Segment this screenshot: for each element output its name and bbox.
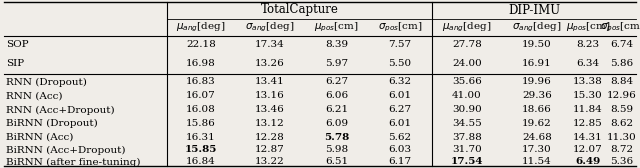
Text: 6.51: 6.51 [325,158,348,166]
Text: 41.00: 41.00 [452,92,482,100]
Text: 14.31: 14.31 [573,133,603,141]
Text: 15.85: 15.85 [185,145,217,155]
Text: 19.96: 19.96 [522,77,552,87]
Text: 16.83: 16.83 [186,77,216,87]
Text: 11.30: 11.30 [607,133,637,141]
Text: 34.55: 34.55 [452,118,482,128]
Text: 13.46: 13.46 [255,106,285,115]
Text: 16.07: 16.07 [186,92,216,100]
Text: 8.72: 8.72 [611,145,634,155]
Text: 6.21: 6.21 [325,106,348,115]
Text: 13.26: 13.26 [255,58,285,68]
Text: 22.18: 22.18 [186,40,216,50]
Text: 5.36: 5.36 [611,158,634,166]
Text: 6.06: 6.06 [325,92,348,100]
Text: 5.98: 5.98 [325,145,348,155]
Text: $\sigma_{pos}$[cm]: $\sigma_{pos}$[cm] [378,20,422,34]
Text: 12.96: 12.96 [607,92,637,100]
Text: 37.88: 37.88 [452,133,482,141]
Text: $\mu_{pos}$[cm]: $\mu_{pos}$[cm] [314,20,359,34]
Text: 8.84: 8.84 [611,77,634,87]
Text: TotalCapture: TotalCapture [260,4,339,16]
Text: 16.08: 16.08 [186,106,216,115]
Text: 18.66: 18.66 [522,106,552,115]
Text: 6.32: 6.32 [388,77,412,87]
Text: 8.23: 8.23 [577,40,600,50]
Text: 12.28: 12.28 [255,133,285,141]
Text: 19.62: 19.62 [522,118,552,128]
Text: 17.34: 17.34 [255,40,285,50]
Text: 5.78: 5.78 [324,133,349,141]
Text: RNN (Dropout): RNN (Dropout) [6,77,87,87]
Text: 16.84: 16.84 [186,158,216,166]
Text: SIP: SIP [6,58,24,68]
Text: $\sigma_{ang}$[deg]: $\sigma_{ang}$[deg] [245,20,294,34]
Text: 16.98: 16.98 [186,58,216,68]
Text: 6.27: 6.27 [388,106,412,115]
Text: 31.70: 31.70 [452,145,482,155]
Text: 12.85: 12.85 [573,118,603,128]
Text: 6.74: 6.74 [611,40,634,50]
Text: 13.22: 13.22 [255,158,285,166]
Text: 6.09: 6.09 [325,118,348,128]
Text: 13.41: 13.41 [255,77,285,87]
Text: 35.66: 35.66 [452,77,482,87]
Text: SOP: SOP [6,40,29,50]
Text: BiRNN (Acc): BiRNN (Acc) [6,133,74,141]
Text: BiRNN (after fine-tuning): BiRNN (after fine-tuning) [6,157,141,166]
Text: 24.68: 24.68 [522,133,552,141]
Text: 5.97: 5.97 [325,58,348,68]
Text: 17.30: 17.30 [522,145,552,155]
Text: $\sigma_{pos}$[cm]: $\sigma_{pos}$[cm] [600,20,640,34]
Text: 5.50: 5.50 [388,58,412,68]
Text: 27.78: 27.78 [452,40,482,50]
Text: 17.54: 17.54 [451,158,483,166]
Text: 6.01: 6.01 [388,118,412,128]
Text: 15.86: 15.86 [186,118,216,128]
Text: 30.90: 30.90 [452,106,482,115]
Text: 15.30: 15.30 [573,92,603,100]
Text: 19.50: 19.50 [522,40,552,50]
Text: RNN (Acc+Dropout): RNN (Acc+Dropout) [6,106,115,115]
Text: $\mu_{ang}$[deg]: $\mu_{ang}$[deg] [442,20,492,34]
Text: $\mu_{pos}$[cm]: $\mu_{pos}$[cm] [566,20,611,34]
Text: 8.39: 8.39 [325,40,348,50]
Text: 24.00: 24.00 [452,58,482,68]
Text: 6.49: 6.49 [575,158,600,166]
Text: 5.62: 5.62 [388,133,412,141]
Text: BiRNN (Acc+Dropout): BiRNN (Acc+Dropout) [6,145,125,155]
Text: 13.16: 13.16 [255,92,285,100]
Text: BiRNN (Dropout): BiRNN (Dropout) [6,118,98,128]
Text: RNN (Acc): RNN (Acc) [6,92,63,100]
Text: 16.91: 16.91 [522,58,552,68]
Text: 12.07: 12.07 [573,145,603,155]
Text: 6.01: 6.01 [388,92,412,100]
Text: DIP-IMU: DIP-IMU [508,4,560,16]
Text: 6.03: 6.03 [388,145,412,155]
Text: 6.17: 6.17 [388,158,412,166]
Text: 16.31: 16.31 [186,133,216,141]
Text: 12.87: 12.87 [255,145,285,155]
Text: 6.27: 6.27 [325,77,348,87]
Text: 11.84: 11.84 [573,106,603,115]
Text: 11.54: 11.54 [522,158,552,166]
Text: $\sigma_{ang}$[deg]: $\sigma_{ang}$[deg] [513,20,562,34]
Text: $\mu_{ang}$[deg]: $\mu_{ang}$[deg] [176,20,226,34]
Text: 8.59: 8.59 [611,106,634,115]
Text: 13.38: 13.38 [573,77,603,87]
Text: 5.86: 5.86 [611,58,634,68]
Text: 8.62: 8.62 [611,118,634,128]
Text: 6.34: 6.34 [577,58,600,68]
Text: 7.57: 7.57 [388,40,412,50]
Text: 13.12: 13.12 [255,118,285,128]
Text: 29.36: 29.36 [522,92,552,100]
